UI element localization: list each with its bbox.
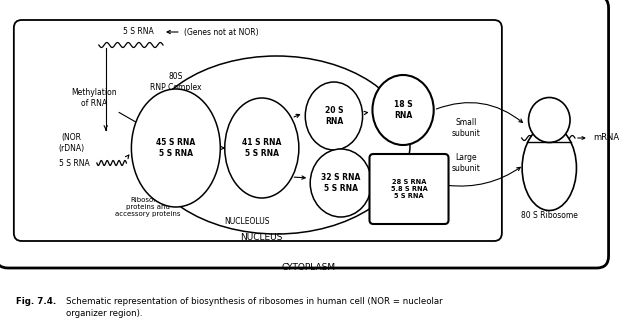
Ellipse shape	[305, 82, 363, 150]
Text: 45 S RNA
5 S RNA: 45 S RNA 5 S RNA	[156, 138, 195, 158]
Text: 80 S Ribosome: 80 S Ribosome	[521, 211, 578, 219]
Text: NUCLEUS: NUCLEUS	[241, 234, 283, 242]
FancyBboxPatch shape	[369, 154, 449, 224]
Ellipse shape	[132, 89, 220, 207]
Text: CYTOPLASM: CYTOPLASM	[281, 263, 335, 272]
Ellipse shape	[144, 56, 410, 234]
Ellipse shape	[529, 98, 570, 143]
Text: mRNA: mRNA	[593, 133, 619, 142]
Text: Schematic representation of biosynthesis of ribosomes in human cell (NOR = nucle: Schematic representation of biosynthesis…	[66, 297, 442, 306]
Text: (NOR
(rDNA): (NOR (rDNA)	[58, 133, 84, 153]
Text: 80S
RNP Complex: 80S RNP Complex	[150, 72, 202, 92]
Text: organizer region).: organizer region).	[66, 308, 142, 318]
Text: (Genes not at NOR): (Genes not at NOR)	[183, 28, 258, 37]
Text: Large
subunit: Large subunit	[452, 153, 480, 173]
Text: Fig. 7.4.: Fig. 7.4.	[16, 297, 56, 306]
Ellipse shape	[310, 149, 371, 217]
Text: NUCLEOLUS: NUCLEOLUS	[224, 217, 270, 226]
FancyBboxPatch shape	[0, 0, 608, 268]
Text: 5 S RNA: 5 S RNA	[59, 158, 89, 168]
Text: 18 S
RNA: 18 S RNA	[394, 100, 412, 120]
Text: 32 S RNA
5 S RNA: 32 S RNA 5 S RNA	[321, 173, 361, 193]
Text: 20 S
RNA: 20 S RNA	[324, 106, 343, 126]
FancyBboxPatch shape	[14, 20, 502, 241]
Ellipse shape	[225, 98, 299, 198]
Text: 41 S RNA
5 S RNA: 41 S RNA 5 S RNA	[242, 138, 281, 158]
Ellipse shape	[373, 75, 434, 145]
Text: Small
subunit: Small subunit	[452, 118, 480, 138]
Text: Methylation
of RNA: Methylation of RNA	[71, 88, 117, 108]
Ellipse shape	[522, 125, 577, 211]
Text: 5 S RNA: 5 S RNA	[123, 28, 154, 37]
Text: 28 S RNA
5.8 S RNA
5 S RNA: 28 S RNA 5.8 S RNA 5 S RNA	[391, 179, 427, 199]
Text: Ribosomal
proteins and
accessory proteins: Ribosomal proteins and accessory protein…	[115, 197, 181, 217]
